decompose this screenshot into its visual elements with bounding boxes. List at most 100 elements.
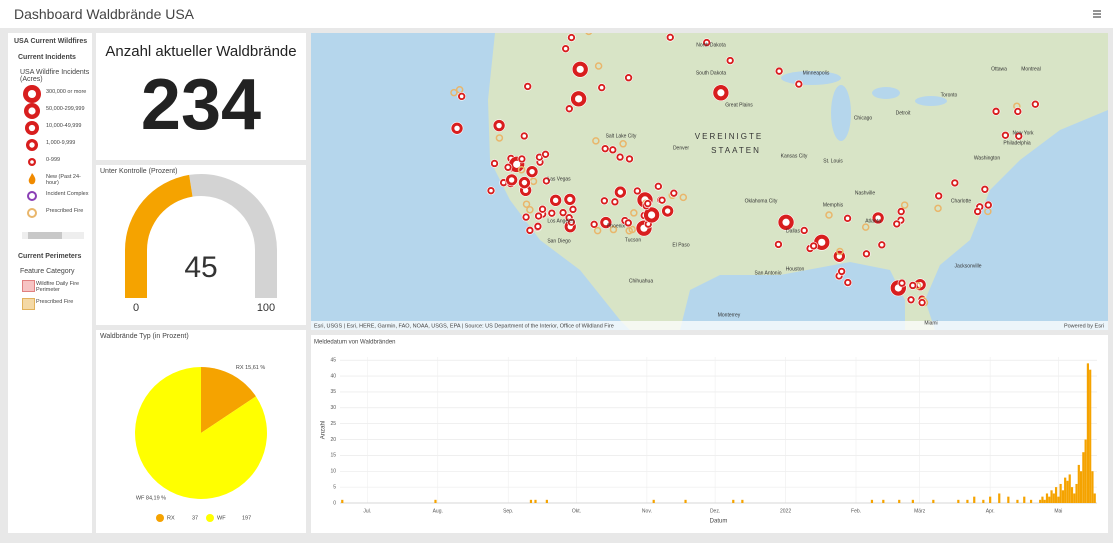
gauge: 45 0 100: [125, 174, 277, 314]
incident-complex: [585, 33, 593, 36]
x-tick-label: Feb.: [851, 508, 861, 514]
incident-complex: [593, 226, 602, 235]
fire-marker-core: [613, 200, 617, 204]
fire-marker-core: [704, 40, 709, 45]
gauge-panel: Unter Kontrolle (Prozent) 45 0 100: [96, 165, 306, 325]
bar: [529, 499, 533, 503]
x-tick-label: März: [914, 508, 926, 514]
map-label: Monterrey: [718, 312, 741, 318]
y-axis-label: Anzahl: [321, 421, 327, 439]
scrollbar[interactable]: [22, 232, 84, 239]
legend-label: New (Past 24-hour): [46, 174, 81, 186]
menu-button[interactable]: [1092, 9, 1102, 19]
fire-marker-core: [635, 189, 640, 193]
fire-marker-core: [529, 168, 535, 175]
fire-marker-core: [569, 35, 574, 40]
indicator-panel: Anzahl aktueller Waldbrände 234: [96, 33, 306, 160]
fire-marker-core: [626, 75, 631, 80]
gauge-track: [189, 174, 277, 250]
legend-layer: USA Wildfire Incidents (Acres): [20, 69, 90, 83]
fire-marker-core: [899, 209, 903, 214]
bar: [1043, 499, 1046, 503]
map-label: Jacksonville: [955, 263, 982, 269]
bar: [932, 499, 935, 503]
bar: [1057, 496, 1060, 503]
fire-marker-core: [647, 211, 656, 219]
bar: [1045, 493, 1049, 503]
fire-marker-core: [569, 220, 574, 224]
bar: [652, 499, 655, 503]
fire-marker-core: [550, 211, 554, 215]
incident-complex: [495, 134, 504, 142]
map-label: Philadelphia: [1003, 140, 1030, 146]
fire-marker-core: [717, 89, 725, 97]
fire-marker-core: [501, 180, 506, 185]
y-tick-label: 35: [330, 389, 336, 395]
incident-complex: [619, 140, 627, 148]
fire-marker-core: [520, 157, 524, 161]
legend-label: Prescribed Fire: [46, 208, 84, 214]
bar: [870, 499, 874, 503]
incident-complex: [934, 204, 942, 213]
fire-marker-core: [592, 222, 596, 227]
legend-icon: [25, 121, 39, 135]
fire-marker-core: [540, 207, 545, 212]
legend-field: Feature Category: [20, 268, 75, 275]
fire-marker-core: [567, 106, 572, 111]
bar: [957, 499, 960, 503]
map-label: New York: [1012, 130, 1034, 136]
map-panel[interactable]: Esri, USGS | Esri, HERE, Garmin, FAO, NO…: [311, 33, 1108, 330]
credit: Powered by Esri: [1064, 323, 1104, 329]
icon: [27, 191, 37, 201]
fire-marker-core: [875, 215, 881, 221]
fire-marker-core: [986, 203, 991, 207]
bar: [341, 499, 344, 503]
incident-complex: [592, 137, 600, 145]
fire-marker-core: [522, 134, 527, 138]
indicator-title: Anzahl aktueller Waldbrände: [105, 43, 297, 60]
fire-marker-core: [603, 219, 609, 226]
bar: [1093, 493, 1096, 503]
fire-marker-core: [1003, 133, 1008, 138]
fire-marker-core: [845, 216, 850, 221]
bar: [1061, 490, 1065, 503]
pie-legend-swatch: [206, 514, 214, 522]
icon: [27, 208, 37, 218]
pie-legend-count: 37: [192, 515, 198, 521]
fire-marker-core: [508, 177, 515, 183]
map-label: El Paso: [672, 242, 689, 248]
legend-icon: [27, 208, 37, 218]
legend-label: 0-999: [46, 157, 61, 163]
fire-marker-core: [672, 191, 676, 195]
legend-label: Prescribed Fire: [36, 299, 74, 305]
pie-legend-label: WF: [217, 515, 226, 521]
atlantic: [925, 110, 1108, 330]
legend-icon: [27, 191, 37, 201]
fire-marker-core: [797, 82, 801, 86]
x-tick-label: Sep.: [503, 508, 513, 514]
fire-marker-core: [525, 84, 530, 89]
bar: [1079, 471, 1083, 503]
map-label: STAATEN: [711, 146, 761, 155]
fire-marker-core: [536, 214, 541, 218]
gauge-min: 0: [133, 302, 139, 314]
pie-title: Waldbrände Typ (in Prozent): [100, 333, 189, 340]
incident-complex: [836, 247, 844, 256]
fire-marker-core: [575, 95, 583, 103]
fire-marker-core: [1033, 102, 1038, 107]
fire-marker-core: [656, 184, 661, 189]
legend-swatch: [22, 298, 35, 310]
fire-marker-core: [728, 58, 732, 63]
fire-marker-core: [618, 155, 622, 159]
fire-marker-core: [994, 109, 998, 114]
fire-marker-core: [668, 35, 673, 40]
attribution: Esri, USGS | Esri, HERE, Garmin, FAO, NO…: [314, 323, 614, 329]
legend-icon: [24, 103, 40, 119]
map-label: Miami: [924, 320, 937, 326]
x-tick-label: Nov.: [642, 508, 652, 514]
pie-label: RX 15,61 %: [236, 365, 265, 371]
map-label: Denver: [673, 145, 689, 151]
map[interactable]: Esri, USGS | Esri, HERE, Garmin, FAO, NO…: [311, 33, 1108, 330]
fire-marker-core: [920, 300, 924, 305]
